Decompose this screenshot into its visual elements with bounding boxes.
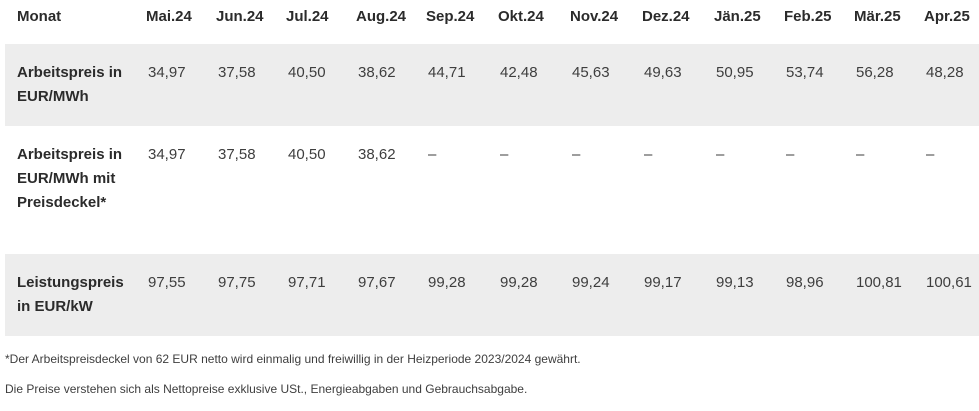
table-cell: 99,28 xyxy=(490,254,562,336)
header-label: Monat xyxy=(17,8,62,25)
table-cell: 34,97 xyxy=(138,44,208,126)
month-header: Dez.24 xyxy=(642,8,690,25)
table-cell: 44,71 xyxy=(418,44,490,126)
table-cell: – xyxy=(428,146,437,163)
month-header: Jän.25 xyxy=(714,8,761,25)
table-cell: – xyxy=(572,146,581,163)
table-cell: 99,24 xyxy=(562,254,634,336)
table-cell: 97,75 xyxy=(208,254,278,336)
table-cell: 56,28 xyxy=(846,44,916,126)
table-row-arbeitspreis: Arbeitspreis in EUR/MWh 34,97 37,58 40,5… xyxy=(5,44,979,126)
table-cell: 97,67 xyxy=(348,254,418,336)
table-cell: 98,96 xyxy=(776,254,846,336)
table-cell: – xyxy=(644,146,653,163)
table-cell: – xyxy=(926,146,935,163)
row-label: Arbeitspreis in EUR/MWh mit Preisdeckel* xyxy=(17,146,123,211)
table-row-arbeitspreis-preisdeckel: Arbeitspreis in EUR/MWh mit Preisdeckel*… xyxy=(5,126,979,254)
net-price-footnote: Die Preise verstehen sich als Nettopreis… xyxy=(5,382,528,396)
row-label: Leistungspreis in EUR/kW xyxy=(5,254,138,336)
table-cell: 40,50 xyxy=(288,146,326,163)
table-cell: 42,48 xyxy=(490,44,562,126)
table-cell: 99,28 xyxy=(418,254,490,336)
month-header: Nov.24 xyxy=(570,8,619,25)
table-cell: 100,61 xyxy=(916,254,979,336)
table-cell: 99,13 xyxy=(706,254,776,336)
month-header: Mär.25 xyxy=(854,8,901,25)
month-header: Feb.25 xyxy=(784,8,832,25)
table-cell: 37,58 xyxy=(218,146,256,163)
price-table: Monat Mai.24 Jun.24 Jul.24 Aug.24 Sep.24… xyxy=(5,0,979,336)
table-cell: 53,74 xyxy=(776,44,846,126)
month-header: Jun.24 xyxy=(216,8,264,25)
month-header: Sep.24 xyxy=(426,8,475,25)
table-cell: – xyxy=(786,146,795,163)
price-cap-footnote: *Der Arbeitspreisdeckel von 62 EUR netto… xyxy=(5,352,581,366)
month-header: Apr.25 xyxy=(924,8,970,25)
table-cell: 49,63 xyxy=(634,44,706,126)
price-table-container: Monat Mai.24 Jun.24 Jul.24 Aug.24 Sep.24… xyxy=(5,0,979,336)
table-cell: 38,62 xyxy=(358,146,396,163)
month-header: Aug.24 xyxy=(356,8,407,25)
table-cell: – xyxy=(716,146,725,163)
table-cell: 48,28 xyxy=(916,44,979,126)
table-cell: 97,71 xyxy=(278,254,348,336)
month-header: Okt.24 xyxy=(498,8,544,25)
table-cell: 34,97 xyxy=(148,146,186,163)
table-cell: 50,95 xyxy=(706,44,776,126)
table-cell: – xyxy=(856,146,865,163)
table-cell: 37,58 xyxy=(208,44,278,126)
table-header-row: Monat Mai.24 Jun.24 Jul.24 Aug.24 Sep.24… xyxy=(5,0,979,44)
footnotes: *Der Arbeitspreisdeckel von 62 EUR netto… xyxy=(5,351,581,411)
table-cell: 38,62 xyxy=(348,44,418,126)
table-cell: 97,55 xyxy=(138,254,208,336)
month-header: Mai.24 xyxy=(146,8,192,25)
month-header: Jul.24 xyxy=(286,8,329,25)
table-cell: 40,50 xyxy=(278,44,348,126)
table-cell: – xyxy=(500,146,509,163)
table-cell: 45,63 xyxy=(562,44,634,126)
table-row-leistungspreis: Leistungspreis in EUR/kW 97,55 97,75 97,… xyxy=(5,254,979,336)
row-label: Arbeitspreis in EUR/MWh xyxy=(5,44,138,126)
table-cell: 100,81 xyxy=(846,254,916,336)
table-cell: 99,17 xyxy=(634,254,706,336)
